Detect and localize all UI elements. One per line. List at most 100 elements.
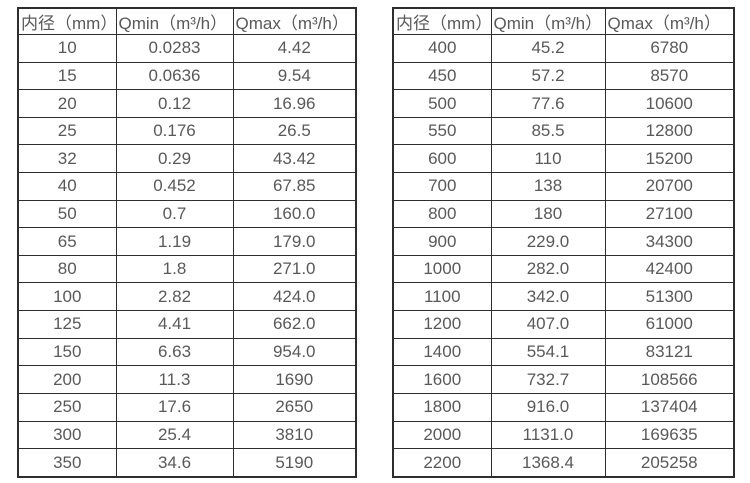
table-row: 700 138 20700	[392, 172, 735, 201]
table-cell: 342.0	[490, 282, 606, 312]
table-row: 1000 282.0 42400	[392, 254, 735, 284]
table-cell: 229.0	[490, 227, 606, 256]
table-body-small-diameters: 10 0.0283 4.42 15 0.0636 9.54 20 0.12 16.96 25 0.1…	[17, 34, 357, 478]
table-cell: 10600	[604, 89, 735, 118]
table-cell: 15200	[604, 144, 735, 174]
col-header-qmin: Qmin（m³/h）	[490, 7, 606, 35]
table-cell: 1368.4	[490, 448, 606, 478]
table-cell: 0.7	[115, 199, 234, 229]
table-cell: 407.0	[490, 310, 606, 339]
table-cell: 51300	[604, 282, 735, 312]
table-cell: 0.176	[115, 116, 234, 146]
table-cell: 282.0	[490, 254, 606, 284]
table-cell: 0.0283	[115, 34, 234, 63]
table-cell: 4.41	[115, 310, 234, 339]
table-cell: 6780	[604, 34, 735, 63]
table-body-large-diameters: 400 45.2 6780 450 57.2 8570 500 77.6 10600 550 85.…	[392, 34, 735, 478]
table-cell: 160.0	[232, 199, 357, 229]
table-row: 2000 1131.0 169635	[392, 420, 735, 450]
table-row: 800 180 27100	[392, 199, 735, 229]
table-row: 550 85.5 12800	[392, 116, 735, 146]
table-cell: 138	[490, 172, 606, 201]
table-cell: 25.4	[115, 420, 234, 450]
table-cell: 2650	[232, 392, 357, 422]
table-cell: 65	[17, 227, 117, 256]
table-cell: 40	[17, 172, 117, 201]
table-row: 1400 554.1 83121	[392, 337, 735, 367]
table-cell: 20	[17, 89, 117, 118]
table-cell: 400	[392, 34, 492, 63]
table-cell: 900	[392, 227, 492, 256]
table-row: 900 229.0 34300	[392, 227, 735, 256]
table-cell: 954.0	[232, 337, 357, 367]
table-cell: 0.29	[115, 144, 234, 174]
table-cell: 3810	[232, 420, 357, 450]
table-row: 150 6.63 954.0	[17, 337, 357, 367]
table-cell: 0.452	[115, 172, 234, 201]
table-cell: 125	[17, 310, 117, 339]
table-cell: 600	[392, 144, 492, 174]
col-header-qmax: Qmax（m³/h）	[604, 7, 735, 35]
table-row: 250 17.6 2650	[17, 392, 357, 422]
table-row: 100 2.82 424.0	[17, 282, 357, 312]
table-cell: 10	[17, 34, 117, 63]
table-cell: 0.0636	[115, 61, 234, 91]
table-cell: 732.7	[490, 365, 606, 394]
table-cell: 169635	[604, 420, 735, 450]
table-cell: 554.1	[490, 337, 606, 367]
table-cell: 2000	[392, 420, 492, 450]
table-row: 32 0.29 43.42	[17, 144, 357, 174]
table-cell: 61000	[604, 310, 735, 339]
table-cell: 12800	[604, 116, 735, 146]
table-cell: 424.0	[232, 282, 357, 312]
table-row: 20 0.12 16.96	[17, 89, 357, 118]
table-cell: 20700	[604, 172, 735, 201]
table-cell: 500	[392, 89, 492, 118]
col-header-diameter: 内径（mm）	[392, 7, 492, 35]
table-row: 350 34.6 5190	[17, 448, 357, 478]
table-cell: 34300	[604, 227, 735, 256]
table-cell: 137404	[604, 392, 735, 422]
table-cell: 42400	[604, 254, 735, 284]
table-cell: 179.0	[232, 227, 357, 256]
table-cell: 1000	[392, 254, 492, 284]
table-cell: 5190	[232, 448, 357, 478]
table-cell: 450	[392, 61, 492, 91]
table-row: 200 11.3 1690	[17, 365, 357, 394]
table-row: 1800 916.0 137404	[392, 392, 735, 422]
table-cell: 83121	[604, 337, 735, 367]
table-cell: 16.96	[232, 89, 357, 118]
table-row: 600 110 15200	[392, 144, 735, 174]
table-row: 300 25.4 3810	[17, 420, 357, 450]
table-row: 1600 732.7 108566	[392, 365, 735, 394]
table-cell: 110	[490, 144, 606, 174]
col-header-qmax: Qmax（m³/h）	[232, 7, 357, 35]
table-cell: 271.0	[232, 254, 357, 284]
table-row: 10 0.0283 4.42	[17, 34, 357, 63]
table-cell: 1800	[392, 392, 492, 422]
table-cell: 350	[17, 448, 117, 478]
table-cell: 916.0	[490, 392, 606, 422]
table-row: 125 4.41 662.0	[17, 310, 357, 339]
table-cell: 85.5	[490, 116, 606, 146]
table-cell: 250	[17, 392, 117, 422]
flow-spec-table-large-diameters: 内径（mm） Qmin（m³/h） Qmax（m³/h） 400 45.2 6780…	[392, 7, 735, 478]
table-cell: 205258	[604, 448, 735, 478]
table-cell: 1.19	[115, 227, 234, 256]
table-row: 40 0.452 67.85	[17, 172, 357, 201]
table-cell: 550	[392, 116, 492, 146]
table-cell: 50	[17, 199, 117, 229]
table-cell: 662.0	[232, 310, 357, 339]
table-cell: 108566	[604, 365, 735, 394]
table-cell: 100	[17, 282, 117, 312]
header-row: 内径（mm） Qmin（m³/h） Qmax（m³/h）	[392, 7, 735, 35]
col-header-qmin: Qmin（m³/h）	[115, 7, 234, 35]
table-cell: 80	[17, 254, 117, 284]
table-cell: 800	[392, 199, 492, 229]
table-cell: 8570	[604, 61, 735, 91]
table-cell: 67.85	[232, 172, 357, 201]
table-row: 15 0.0636 9.54	[17, 61, 357, 91]
table-cell: 1200	[392, 310, 492, 339]
flow-spec-table-small-diameters: 内径（mm） Qmin（m³/h） Qmax（m³/h） 10 0.0283 4.4…	[17, 7, 357, 478]
